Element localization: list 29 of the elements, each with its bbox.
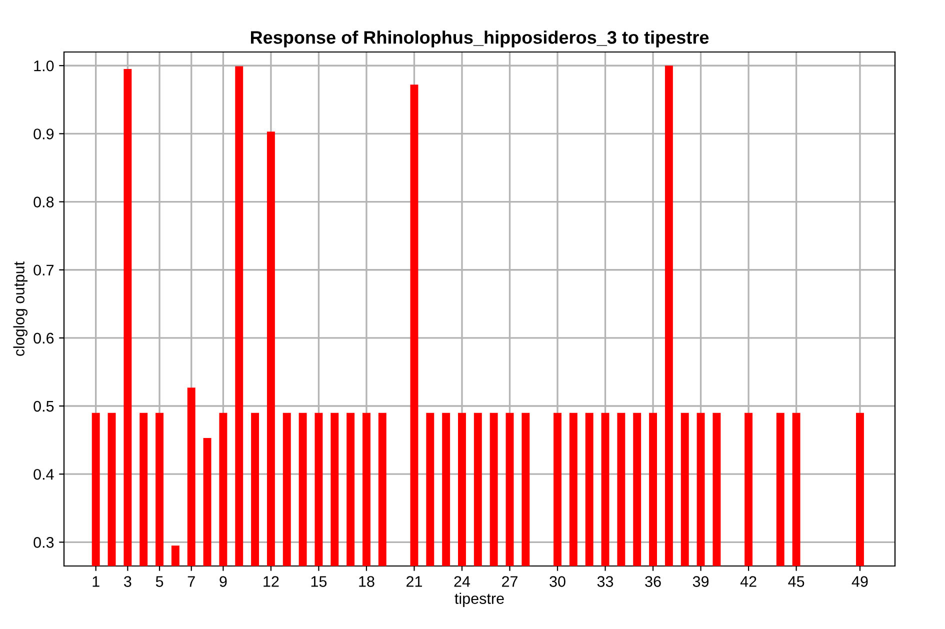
- y-tick-label: 1.0: [34, 60, 54, 72]
- x-tick-label: 27: [502, 576, 518, 587]
- chart-title: Response of Rhinolophus_hipposideros_3 to tipestre: [250, 30, 709, 48]
- y-axis-title: cloglog output: [13, 262, 28, 356]
- x-tick-label: 12: [264, 576, 279, 587]
- y-tick-label: 0.8: [34, 196, 54, 208]
- x-tick-label: 39: [692, 576, 709, 587]
- y-tick-label: 0.9: [34, 128, 54, 140]
- x-tick-label: 9: [220, 576, 227, 587]
- y-tick-label: 0.5: [34, 400, 54, 412]
- x-tick-label: 1: [92, 576, 100, 587]
- x-tick-label: 45: [788, 576, 804, 587]
- x-tick-label: 7: [188, 576, 195, 587]
- x-axis-title: tipestre: [454, 592, 504, 607]
- y-tick-label: 0.3: [34, 537, 54, 548]
- x-tick-label: 33: [597, 576, 614, 587]
- x-tick-label: 24: [454, 576, 470, 587]
- x-tick-label: 5: [156, 576, 164, 587]
- x-tick-label: 42: [740, 576, 756, 587]
- x-tick-label: 30: [550, 576, 566, 587]
- y-tick-label: 0.4: [34, 468, 54, 480]
- x-tick-label: 36: [645, 576, 661, 587]
- y-tick-label: 0.7: [34, 264, 54, 276]
- x-tick-label: 15: [311, 576, 327, 587]
- x-tick-label: 3: [124, 576, 132, 587]
- x-tick-label: 21: [406, 576, 422, 587]
- y-tick-label: 0.6: [34, 332, 54, 344]
- x-tick-label: 49: [852, 576, 868, 587]
- x-tick-label: 18: [359, 576, 374, 587]
